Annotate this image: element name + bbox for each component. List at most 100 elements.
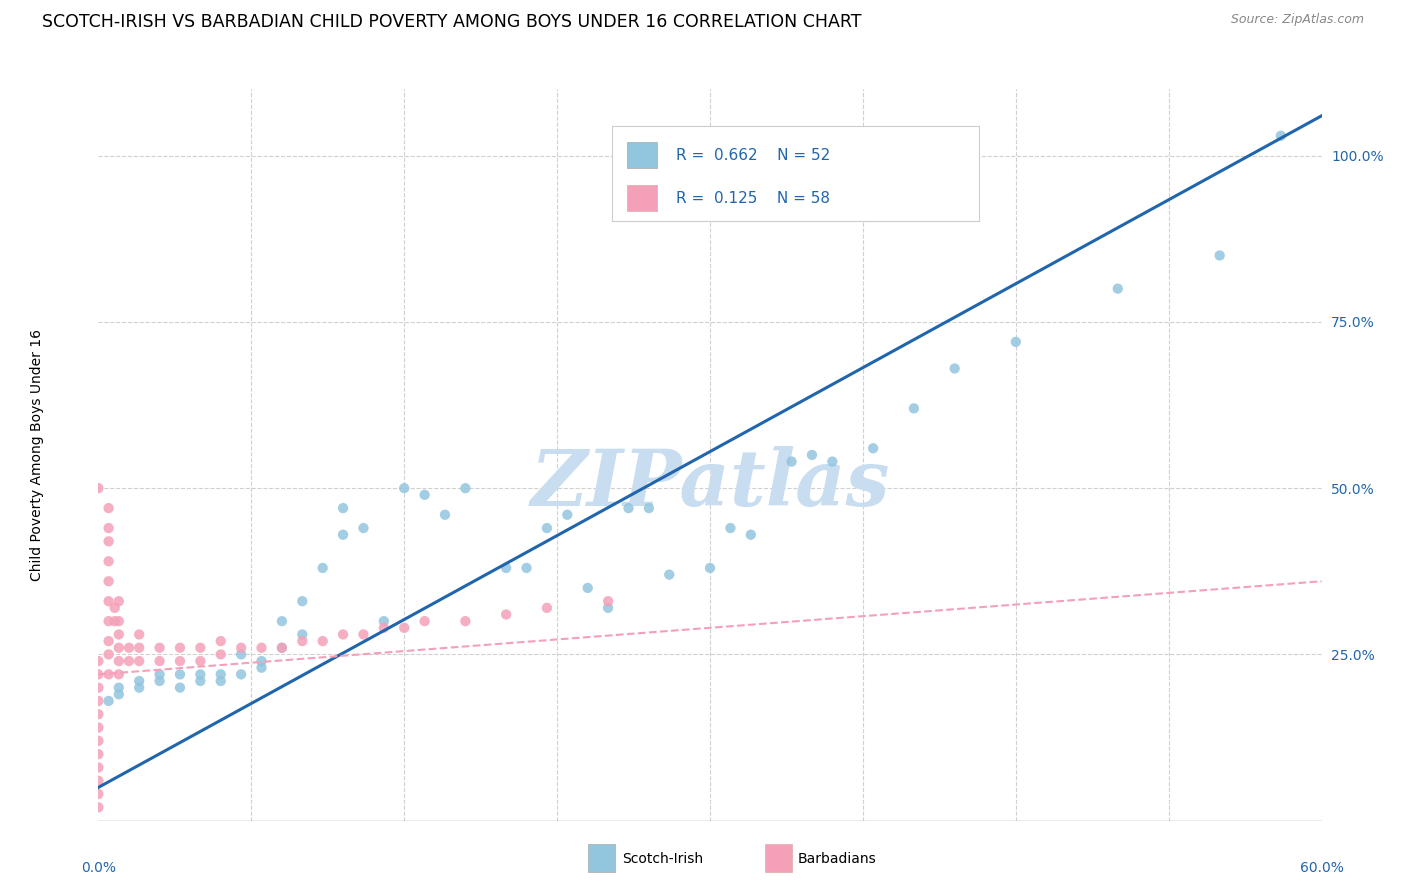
Point bbox=[209, 667, 232, 681]
Point bbox=[169, 667, 191, 681]
Point bbox=[97, 594, 120, 608]
Point bbox=[658, 567, 681, 582]
Point bbox=[413, 614, 436, 628]
Text: Child Poverty Among Boys Under 16: Child Poverty Among Boys Under 16 bbox=[31, 329, 44, 581]
Point bbox=[169, 681, 191, 695]
Point bbox=[97, 554, 120, 568]
Point bbox=[598, 594, 620, 608]
Point bbox=[373, 621, 395, 635]
Point bbox=[352, 627, 374, 641]
Point bbox=[87, 747, 110, 761]
Point bbox=[108, 687, 131, 701]
Point bbox=[617, 501, 640, 516]
Point bbox=[1004, 334, 1026, 349]
Point bbox=[149, 640, 172, 655]
Point bbox=[87, 787, 110, 801]
Point bbox=[108, 640, 131, 655]
Point bbox=[495, 607, 517, 622]
Point bbox=[373, 614, 395, 628]
Point bbox=[740, 527, 762, 541]
Point bbox=[169, 654, 191, 668]
Point bbox=[638, 501, 661, 516]
Point bbox=[108, 627, 131, 641]
Point bbox=[557, 508, 579, 522]
Point bbox=[209, 634, 232, 648]
Point bbox=[392, 481, 416, 495]
FancyBboxPatch shape bbox=[627, 142, 658, 168]
Point bbox=[291, 634, 314, 648]
Point bbox=[149, 654, 172, 668]
Point bbox=[87, 773, 110, 788]
Point bbox=[699, 561, 721, 575]
Point bbox=[250, 654, 273, 668]
Point bbox=[87, 481, 110, 495]
Point bbox=[87, 694, 110, 708]
Point bbox=[128, 673, 150, 688]
Point bbox=[291, 594, 314, 608]
Point bbox=[1107, 282, 1129, 296]
Point bbox=[87, 721, 110, 735]
Point bbox=[87, 667, 110, 681]
Point bbox=[576, 581, 599, 595]
Text: R =  0.662    N = 52: R = 0.662 N = 52 bbox=[676, 148, 830, 163]
Point bbox=[87, 734, 110, 748]
Point bbox=[128, 627, 150, 641]
Point bbox=[87, 760, 110, 774]
Point bbox=[536, 600, 558, 615]
Point bbox=[149, 673, 172, 688]
Point bbox=[454, 614, 477, 628]
Point bbox=[231, 667, 253, 681]
Point bbox=[87, 681, 110, 695]
FancyBboxPatch shape bbox=[588, 844, 614, 871]
Point bbox=[128, 654, 150, 668]
Point bbox=[87, 654, 110, 668]
Point bbox=[1270, 128, 1292, 143]
Point bbox=[209, 673, 232, 688]
Point bbox=[392, 621, 416, 635]
Point bbox=[516, 561, 538, 575]
Text: Barbadians: Barbadians bbox=[799, 852, 877, 865]
Point bbox=[352, 521, 374, 535]
Point bbox=[97, 648, 120, 662]
Point bbox=[1209, 248, 1232, 262]
Point bbox=[104, 614, 127, 628]
Point bbox=[495, 561, 517, 575]
Point bbox=[108, 654, 131, 668]
Point bbox=[250, 661, 273, 675]
Point bbox=[312, 561, 335, 575]
Point bbox=[108, 681, 131, 695]
Point bbox=[413, 488, 436, 502]
Text: Source: ZipAtlas.com: Source: ZipAtlas.com bbox=[1230, 13, 1364, 27]
Point bbox=[108, 667, 131, 681]
Point bbox=[87, 707, 110, 722]
Point bbox=[536, 521, 558, 535]
Point bbox=[332, 627, 354, 641]
Point bbox=[250, 640, 273, 655]
Point bbox=[332, 501, 354, 516]
Point bbox=[188, 640, 212, 655]
Point bbox=[312, 634, 335, 648]
Point bbox=[862, 442, 884, 456]
Point bbox=[291, 627, 314, 641]
Point bbox=[209, 648, 232, 662]
Text: 60.0%: 60.0% bbox=[1299, 861, 1344, 875]
Point bbox=[97, 574, 120, 589]
Point bbox=[434, 508, 457, 522]
Point bbox=[97, 694, 120, 708]
Point bbox=[821, 454, 844, 468]
Point bbox=[454, 481, 477, 495]
Point bbox=[332, 527, 354, 541]
Point bbox=[188, 673, 212, 688]
Point bbox=[128, 640, 150, 655]
Point bbox=[128, 681, 150, 695]
Point bbox=[97, 634, 120, 648]
Point bbox=[149, 667, 172, 681]
Point bbox=[801, 448, 824, 462]
Point bbox=[720, 521, 742, 535]
Point bbox=[97, 534, 120, 549]
Text: SCOTCH-IRISH VS BARBADIAN CHILD POVERTY AMONG BOYS UNDER 16 CORRELATION CHART: SCOTCH-IRISH VS BARBADIAN CHILD POVERTY … bbox=[42, 13, 862, 31]
Point bbox=[97, 614, 120, 628]
Point bbox=[943, 361, 966, 376]
Point bbox=[97, 521, 120, 535]
Point bbox=[598, 600, 620, 615]
